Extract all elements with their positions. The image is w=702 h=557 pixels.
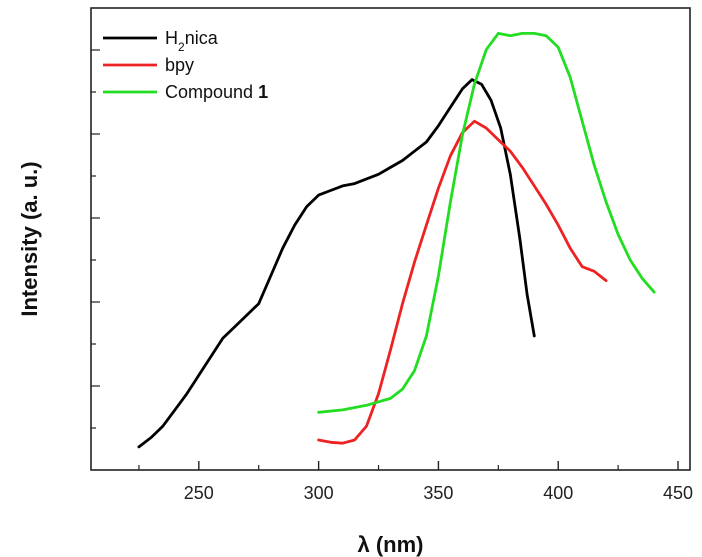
legend-label-2: Compound 1 xyxy=(165,82,268,102)
ticks-layer: 250 300 350 400 450 xyxy=(91,49,693,503)
legend-label-0: H2nica xyxy=(165,28,219,54)
x-tick-label: 300 xyxy=(304,483,334,503)
plot-frame xyxy=(90,7,691,471)
x-tick-label: 250 xyxy=(184,483,214,503)
y-axis-title: Intensity (a. u.) xyxy=(17,161,42,316)
series-layer xyxy=(137,32,656,449)
series-line-2 xyxy=(317,32,656,414)
series-line-0 xyxy=(137,78,536,449)
legend-label-1: bpy xyxy=(165,55,194,75)
x-tick-label: 350 xyxy=(423,483,453,503)
x-tick-label: 400 xyxy=(543,483,573,503)
plot-border xyxy=(90,7,691,471)
x-axis-title: λ (nm) xyxy=(358,532,424,557)
series-line-1 xyxy=(317,119,608,445)
x-tick-label: 450 xyxy=(663,483,693,503)
